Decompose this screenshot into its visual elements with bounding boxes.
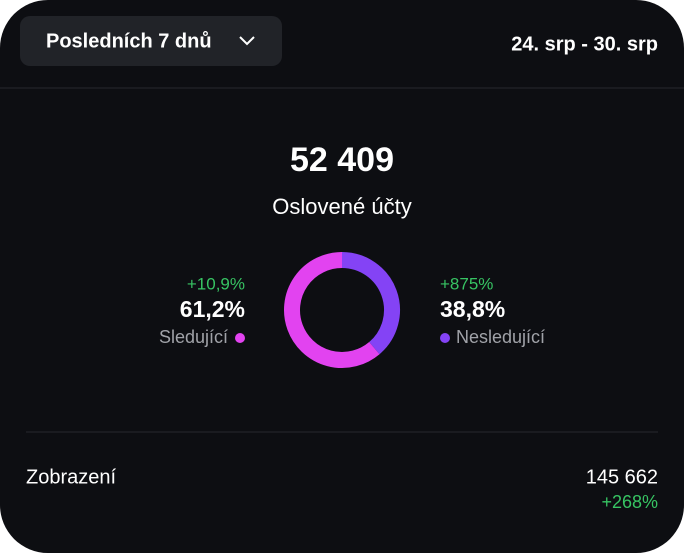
metric-label: Zobrazení (26, 466, 116, 488)
donut (284, 252, 400, 368)
donut-segment (284, 252, 380, 368)
summary-value: 52 409 (290, 141, 394, 179)
legend-dot (440, 333, 450, 343)
date-range: 24. srp - 30. srp (511, 33, 658, 55)
metric-value: 145 662 (586, 466, 658, 488)
summary-label: Oslovené účty (272, 194, 411, 219)
change-label: +10,9% (187, 274, 245, 293)
legend-label: Nesledující (456, 327, 545, 347)
legend-label: Sledující (159, 327, 228, 347)
value-label: 61,2% (180, 296, 245, 322)
donut-segment (341, 252, 400, 355)
dropdown-label: Posledních 7 dnů (46, 30, 212, 52)
change-label: +875% (440, 274, 493, 293)
period-dropdown[interactable]: Posledních 7 dnů (20, 16, 282, 66)
dropdown-bg (20, 16, 282, 66)
chevron (239, 36, 255, 46)
legend-dot (235, 333, 245, 343)
metric-change: +268% (601, 492, 658, 512)
value-label: 38,8% (440, 296, 505, 322)
